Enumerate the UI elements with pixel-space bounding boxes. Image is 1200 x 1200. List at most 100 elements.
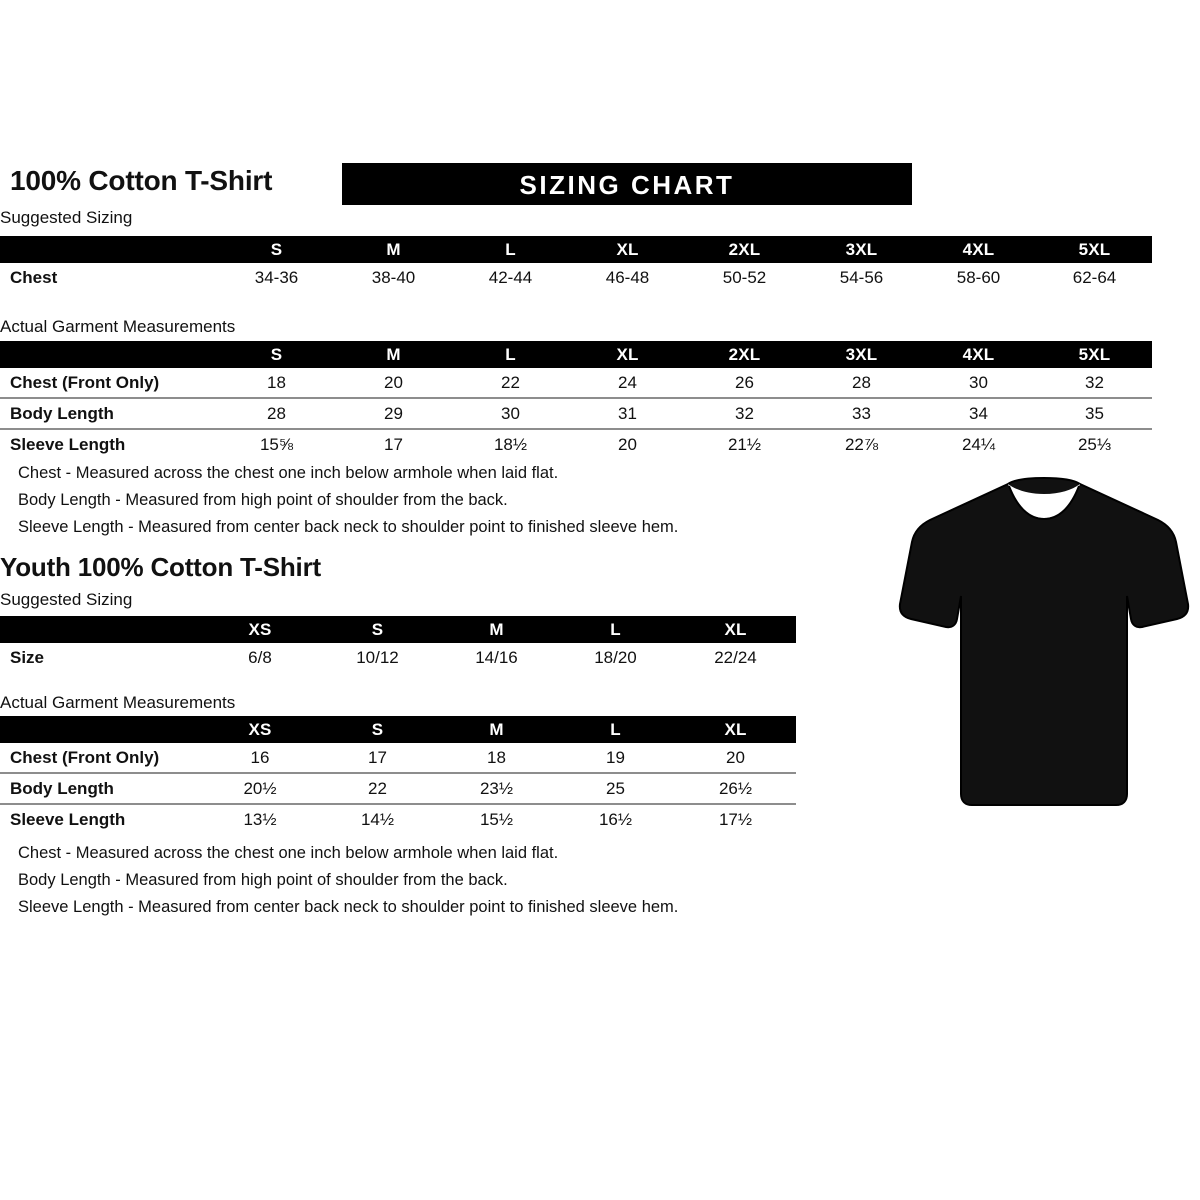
cell: 30: [452, 397, 569, 429]
note-line: Chest - Measured across the chest one in…: [18, 844, 559, 862]
cell: 26½: [675, 772, 796, 804]
cell: 34: [920, 397, 1037, 429]
column-header: 3XL: [845, 344, 878, 364]
column-header: L: [610, 719, 621, 739]
cell: 18½: [452, 428, 569, 459]
column-header: M: [489, 619, 504, 639]
cell: 62-64: [1072, 267, 1117, 287]
cell: 18/20: [594, 647, 637, 667]
youth-suggested-caption: Suggested Sizing: [0, 590, 133, 609]
column-header: 3XL: [845, 239, 878, 259]
column-header: S: [270, 239, 283, 259]
cell: 18: [487, 747, 506, 767]
row-label: Chest: [10, 267, 58, 287]
adult-garment-caption: Actual Garment Measurements: [0, 317, 236, 336]
cell: 20: [726, 747, 745, 767]
adult-suggested-sizing-table: S M L XL 2XL 3XL 4XL 5XL Chest 34-36 38-…: [0, 236, 1152, 292]
cell: 17: [335, 428, 452, 459]
row-label: Body Length: [0, 397, 218, 429]
youth-section-title: Youth 100% Cotton T-Shirt: [0, 552, 321, 582]
cell: 17: [368, 747, 387, 767]
column-header: 4XL: [962, 239, 995, 259]
cell: 15½: [437, 803, 556, 834]
header-corner: [0, 236, 218, 263]
cell: 42-44: [488, 267, 533, 287]
cell: 17½: [675, 803, 796, 834]
cell: 25: [556, 772, 675, 804]
cell: 14½: [318, 803, 437, 834]
youth-garment-measurements-table: XS S M L XL Chest (Front Only) 16 17 18 …: [0, 716, 796, 834]
cell: 22: [318, 772, 437, 804]
note-line: Chest - Measured across the chest one in…: [18, 464, 559, 482]
cell: 28: [852, 372, 871, 392]
column-header: M: [386, 344, 401, 364]
column-header: 2XL: [728, 344, 761, 364]
table-row: Body Length 20½ 22 23½ 25 26½: [0, 772, 796, 804]
table-row: Sleeve Length 15⅝ 17 18½ 20 21½ 22⅞ 24¼ …: [0, 428, 1152, 459]
cell: 38-40: [371, 267, 416, 287]
cell: 20½: [202, 772, 318, 804]
tshirt-icon: [898, 476, 1190, 806]
cell: 14/16: [475, 647, 518, 667]
column-header: 4XL: [962, 344, 995, 364]
note-line: Body Length - Measured from high point o…: [18, 491, 508, 509]
column-header: S: [371, 719, 384, 739]
cell: 18: [267, 372, 286, 392]
column-header: 5XL: [1078, 344, 1111, 364]
page-title: 100% Cotton T-Shirt: [10, 165, 273, 196]
table-row: Chest (Front Only) 16 17 18 19 20: [0, 743, 796, 773]
table-header-row: S M L XL 2XL 3XL 4XL 5XL: [0, 236, 1152, 263]
column-header: XL: [616, 239, 639, 259]
cell: 33: [803, 397, 920, 429]
row-label: Sleeve Length: [0, 428, 218, 459]
table-row: Size 6/8 10/12 14/16 18/20 22/24: [0, 643, 796, 672]
cell: 16: [250, 747, 270, 767]
cell: 21½: [686, 428, 803, 459]
sizing-chart-banner: SIZING CHART: [342, 163, 912, 205]
cell: 20: [569, 428, 686, 459]
column-header: XL: [616, 344, 639, 364]
cell: 6/8: [248, 647, 272, 667]
note-line: Sleeve Length - Measured from center bac…: [18, 518, 679, 536]
cell: 28: [218, 397, 335, 429]
column-header: L: [610, 619, 621, 639]
table-row: Chest (Front Only) 18 20 22 24 26 28 30 …: [0, 368, 1152, 398]
note-line: Sleeve Length - Measured from center bac…: [18, 898, 679, 916]
adult-suggested-caption: Suggested Sizing: [0, 208, 133, 227]
header-corner: [0, 716, 202, 743]
headline: 100% Cotton T-Shirt SIZING CHART: [10, 163, 1190, 213]
cell: 10/12: [356, 647, 399, 667]
cell: 23½: [437, 772, 556, 804]
column-header: L: [505, 344, 516, 364]
cell: 22: [501, 372, 520, 392]
cell: 50-52: [722, 267, 767, 287]
column-header: S: [371, 619, 384, 639]
cell: 31: [569, 397, 686, 429]
header-corner: [0, 341, 218, 368]
column-header: M: [386, 239, 401, 259]
row-label: Sleeve Length: [0, 803, 202, 834]
row-label: Body Length: [0, 772, 202, 804]
column-header: M: [489, 719, 504, 739]
cell: 13½: [202, 803, 318, 834]
column-header: L: [505, 239, 516, 259]
cell: 35: [1037, 397, 1152, 429]
adult-garment-measurements-table: S M L XL 2XL 3XL 4XL 5XL Chest (Front On…: [0, 341, 1152, 459]
column-header: S: [270, 344, 283, 364]
row-label: Size: [10, 647, 45, 667]
note-line: Body Length - Measured from high point o…: [18, 871, 508, 889]
table-row: Chest 34-36 38-40 42-44 46-48 50-52 54-5…: [0, 263, 1152, 292]
column-header: 2XL: [728, 239, 761, 259]
table-row: Sleeve Length 13½ 14½ 15½ 16½ 17½: [0, 803, 796, 834]
cell: 20: [384, 372, 403, 392]
table-header-row: S M L XL 2XL 3XL 4XL 5XL: [0, 341, 1152, 368]
youth-measurement-notes: Chest - Measured across the chest one in…: [18, 840, 678, 921]
column-header: 5XL: [1078, 239, 1111, 259]
cell: 34-36: [254, 267, 299, 287]
cell: 22/24: [714, 647, 757, 667]
header-corner: [0, 616, 202, 643]
column-header: XS: [248, 719, 272, 739]
cell: 19: [606, 747, 625, 767]
cell: 32: [686, 397, 803, 429]
cell: 22⅞: [803, 428, 920, 459]
